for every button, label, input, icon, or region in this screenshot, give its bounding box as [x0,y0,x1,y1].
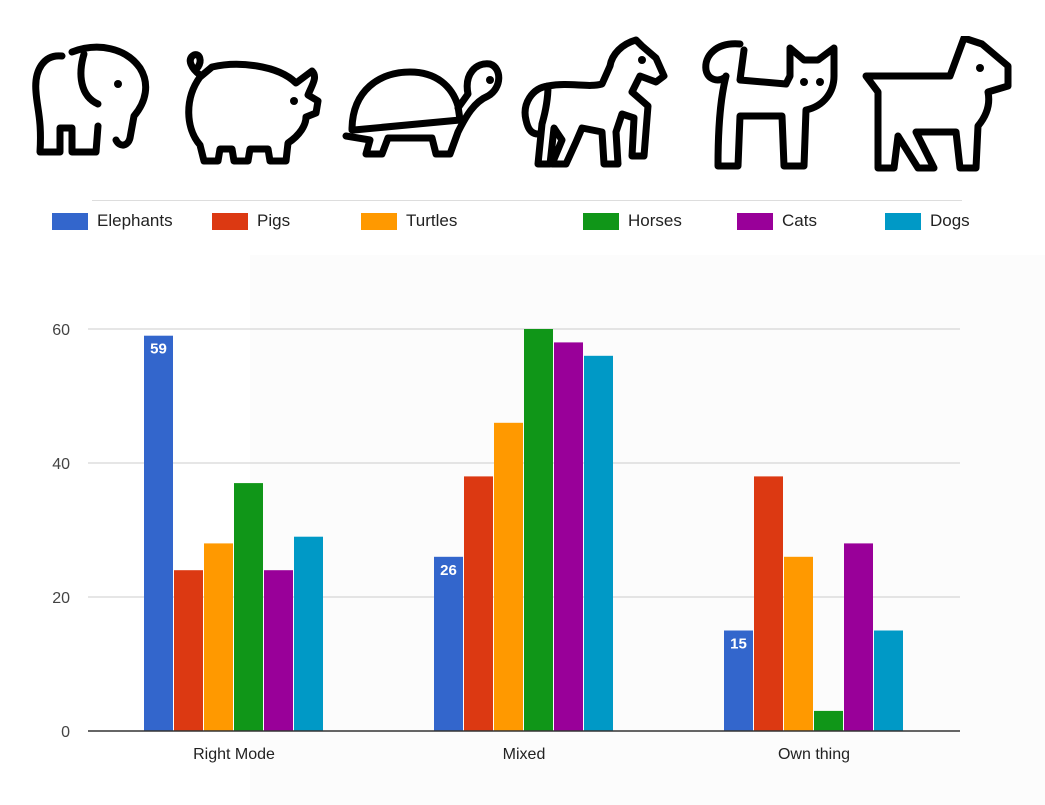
chart-legend: Elephants Pigs Turtles Horses Cats Dogs [0,205,1045,235]
legend-item-cats[interactable]: Cats [737,211,817,231]
bar [724,630,753,731]
legend-swatch [737,212,773,230]
bar [784,556,813,731]
horse-icon [521,36,668,168]
y-tick-label: 40 [52,456,70,473]
bar [294,536,323,731]
legend-label: Horses [628,211,682,230]
bar [844,543,873,731]
bar [464,476,493,731]
bar [234,483,263,731]
bar [754,476,783,731]
bar [874,630,903,731]
legend-label: Elephants [97,211,173,230]
bar [524,329,553,731]
data-label: 59 [150,341,167,358]
legend-divider [92,200,962,201]
y-tick-label: 0 [61,724,70,741]
elephant-icon [32,43,150,156]
x-tick-label: Right Mode [193,746,275,763]
bar [144,335,173,731]
legend-label: Turtles [406,211,458,230]
legend-item-horses[interactable]: Horses [583,211,682,231]
legend-swatch [885,212,921,230]
bar [584,355,613,731]
legend-label: Dogs [930,211,970,230]
x-tick-label: Own thing [778,746,850,763]
legend-label: Pigs [257,211,291,230]
y-tick-label: 60 [52,322,70,339]
x-tick-label: Mixed [503,746,546,763]
bar [434,556,463,731]
legend-swatch [212,212,248,230]
dog-icon [862,36,1012,172]
animal-icons-row [0,0,1045,200]
bar [814,710,843,731]
legend-item-dogs[interactable]: Dogs [885,211,970,231]
y-tick-label: 20 [52,590,70,607]
chart-background [250,255,1045,805]
bar [204,543,233,731]
legend-item-elephants[interactable]: Elephants [52,211,173,231]
legend-swatch [583,212,619,230]
legend-item-pigs[interactable]: Pigs [212,211,290,231]
cat-icon [702,40,838,170]
legend-swatch [52,212,88,230]
legend-swatch [361,212,397,230]
turtle-icon [342,60,503,158]
bar [494,422,523,731]
bar [174,570,203,731]
bar [264,570,293,731]
data-label: 26 [440,562,457,579]
data-label: 15 [730,636,747,653]
pig-icon [185,51,322,165]
legend-label: Cats [782,211,817,230]
bar [554,342,583,731]
legend-item-turtles[interactable]: Turtles [361,211,457,231]
